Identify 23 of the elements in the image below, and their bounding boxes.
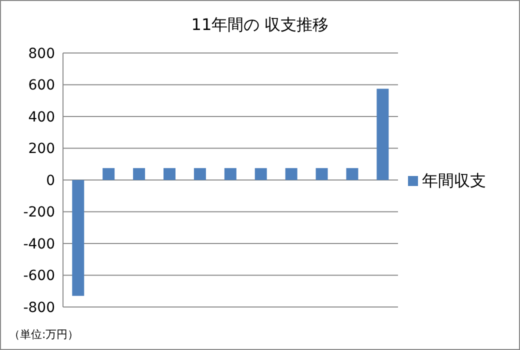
bar xyxy=(316,168,328,180)
y-tick-label: -200 xyxy=(23,204,55,221)
bar xyxy=(254,168,267,180)
y-tick-label: 200 xyxy=(28,141,55,158)
y-tick-label: 800 xyxy=(28,46,55,62)
y-tick-label: 400 xyxy=(28,109,55,126)
legend-label: 年間収支 xyxy=(422,170,486,190)
chart-title: 11年間の 収支推移 xyxy=(190,15,330,36)
y-tick-label: -600 xyxy=(23,268,55,284)
text: （単位:万円） xyxy=(9,327,79,342)
y-tick-label: -400 xyxy=(23,236,55,252)
bar xyxy=(376,88,389,180)
bar xyxy=(346,168,358,180)
bar xyxy=(164,168,176,180)
bar xyxy=(72,180,84,296)
bar xyxy=(194,168,206,180)
y-tick-label: 0 xyxy=(46,172,55,189)
y-tick-label: -800 xyxy=(23,300,55,316)
bar xyxy=(102,168,115,180)
bar xyxy=(285,168,298,180)
bar xyxy=(224,168,236,180)
y-tick-label: 600 xyxy=(28,78,55,94)
bar xyxy=(133,168,146,180)
